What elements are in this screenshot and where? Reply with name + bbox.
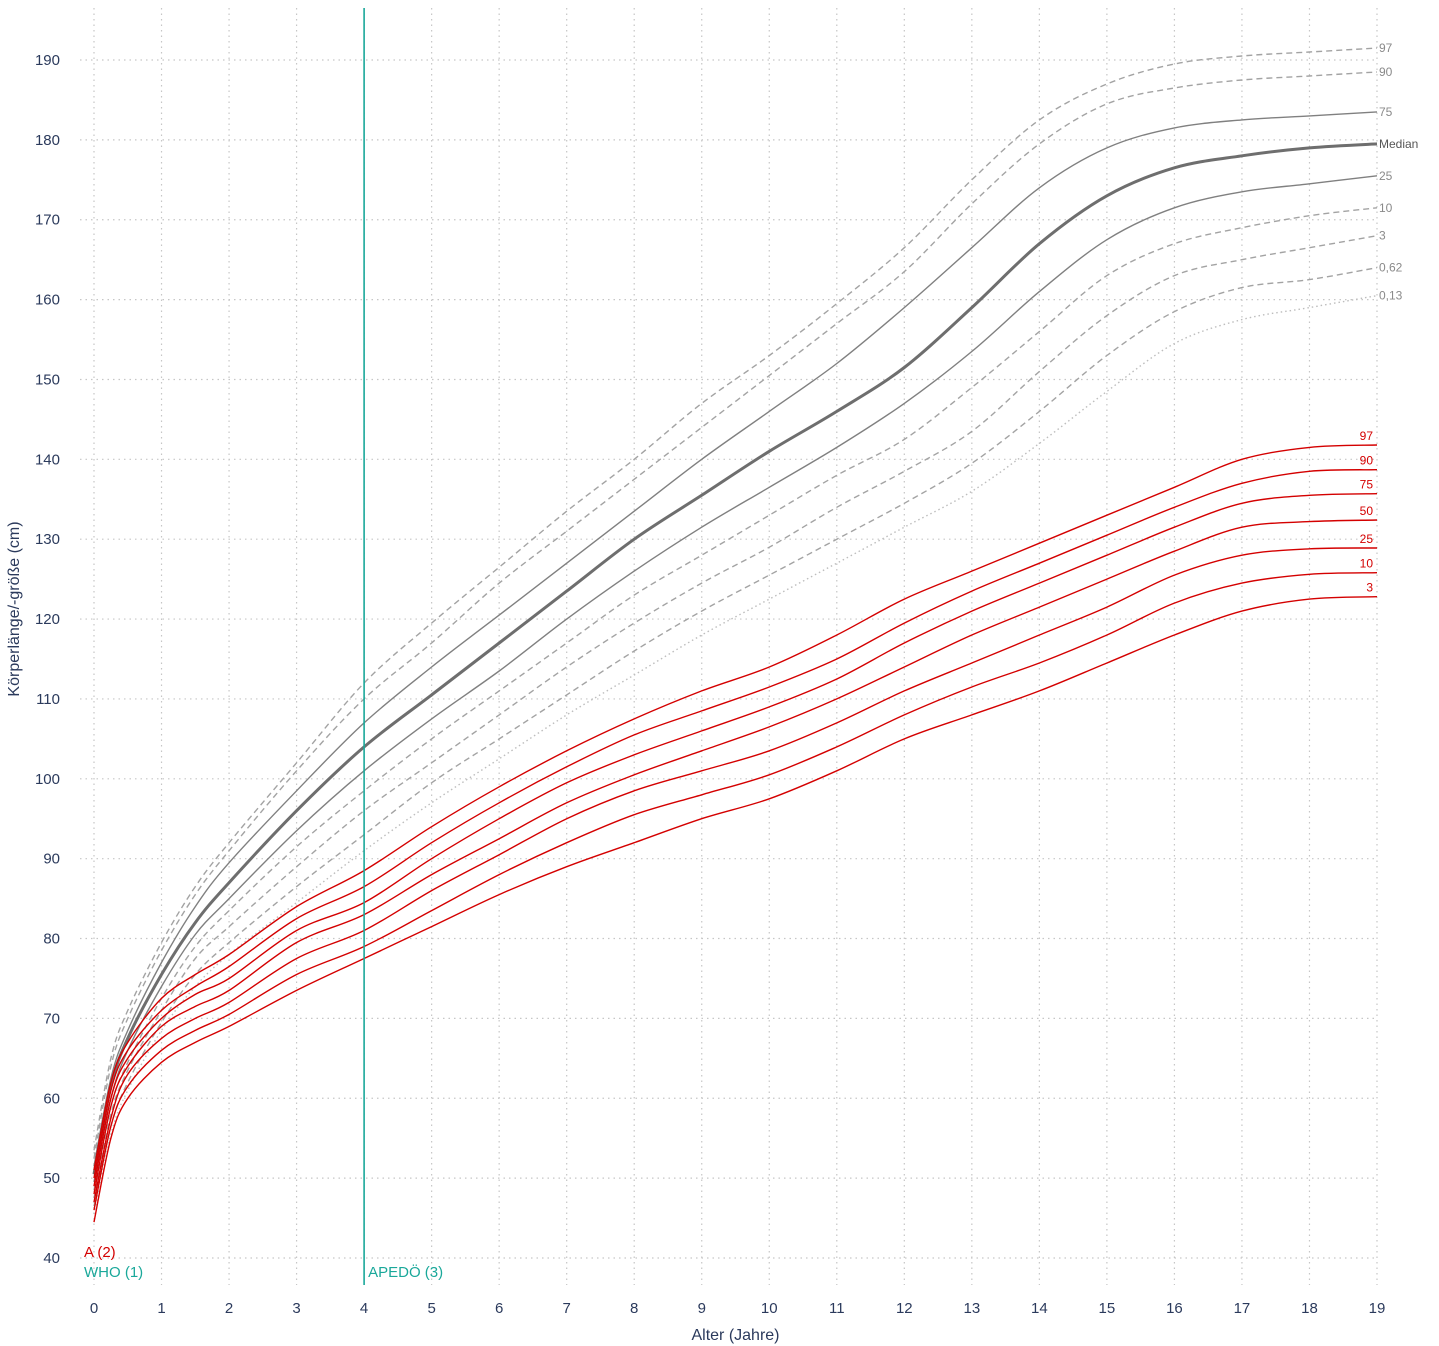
disease-end-label: 10 [1360,557,1374,571]
y-tick-labels: 40 50 60 70 80 90 100 110 120 130 140 150 160 170 180 1… [35,52,60,1267]
y-tick-label: 70 [43,1010,60,1027]
x-tick-label: 15 [1099,1300,1116,1317]
disease-end-label: 50 [1360,504,1374,518]
percentile-end-labels: 97 90 75 Median 25 10 3 0,62 0,13 97 90 75 50 25 10 3 [1360,41,1419,595]
disease-end-label: 90 [1360,454,1374,468]
y-tick-label: 110 [36,691,60,708]
reference-end-label: 75 [1379,105,1393,119]
x-tick-label: 19 [1369,1300,1386,1317]
y-tick-label: 120 [35,611,60,628]
y-tick-label: 130 [35,531,60,548]
source-a-label: A (2) [84,1244,116,1261]
x-tick-label: 6 [495,1300,503,1317]
y-tick-label: 180 [35,132,60,149]
x-tick-label: 8 [630,1300,638,1317]
disease-line-25 [93,547,1378,1203]
disease-end-label: 3 [1366,581,1373,595]
reference-end-label: 0,13 [1379,289,1403,303]
x-tick-label: 14 [1031,1300,1048,1317]
reference-line-90 [93,71,1378,1159]
reference-end-label: Median [1379,137,1418,151]
reference-end-label: 97 [1379,41,1393,55]
disease-percentile-lines [93,444,1378,1223]
reference-end-label: 25 [1379,169,1393,183]
x-tick-labels: 0 1 2 3 4 5 6 7 8 9 10 11 12 13 14 15 16 17 18 19 [90,1300,1386,1317]
reference-end-label: 10 [1379,201,1393,215]
disease-end-label: 97 [1360,429,1374,443]
reference-line-97 [93,47,1378,1151]
x-tick-label: 16 [1166,1300,1183,1317]
reference-line-75 [93,111,1378,1167]
reference-line-0-62 [93,267,1378,1207]
x-axis-title: Alter (Jahre) [691,1327,779,1344]
reference-line-Median [92,142,1378,1175]
y-tick-label: 90 [43,851,60,868]
x-tick-label: 18 [1301,1300,1318,1317]
grid [80,8,1378,1285]
source-apedo-label: APEDÖ (3) [368,1263,443,1281]
reference-end-label: 0,62 [1379,261,1403,275]
x-tick-label: 1 [157,1300,165,1317]
source-who-label: WHO (1) [84,1264,143,1281]
reference-line-25 [93,175,1378,1183]
y-tick-label: 50 [43,1170,60,1187]
y-tick-label: 170 [35,212,60,229]
reference-end-label: 90 [1379,65,1393,79]
x-tick-label: 4 [360,1300,368,1317]
disease-end-label: 75 [1360,478,1374,492]
y-tick-label: 190 [35,52,60,69]
y-tick-label: 100 [35,771,60,788]
disease-end-label: 25 [1360,532,1374,546]
x-tick-label: 12 [896,1300,913,1317]
y-tick-label: 60 [43,1090,60,1107]
y-tick-label: 150 [35,371,60,388]
x-tick-label: 13 [963,1300,980,1317]
reference-line-3 [93,235,1378,1199]
x-tick-label: 11 [829,1300,845,1317]
y-tick-label: 80 [43,931,60,948]
x-tick-label: 2 [225,1300,233,1317]
y-axis-title: Körperlänge/-größe (cm) [6,521,23,696]
x-tick-label: 5 [427,1300,435,1317]
y-tick-label: 140 [35,451,60,468]
x-tick-label: 17 [1234,1300,1251,1317]
y-tick-label: 40 [43,1250,60,1267]
x-tick-label: 10 [761,1300,778,1317]
reference-end-label: 3 [1379,229,1386,243]
y-tick-label: 160 [35,292,60,309]
disease-line-10 [93,572,1378,1211]
x-tick-label: 9 [698,1300,706,1317]
disease-line-75 [93,493,1378,1187]
disease-line-50 [93,519,1378,1195]
disease-line-97 [93,444,1378,1171]
x-tick-label: 7 [563,1300,571,1317]
disease-line-90 [93,469,1378,1179]
reference-line-10 [93,207,1378,1191]
reference-percentile-lines [92,47,1378,1215]
x-tick-label: 0 [90,1300,98,1317]
x-tick-label: 3 [292,1300,300,1317]
reference-line-0-13 [93,294,1378,1215]
disease-line-3 [93,596,1378,1223]
